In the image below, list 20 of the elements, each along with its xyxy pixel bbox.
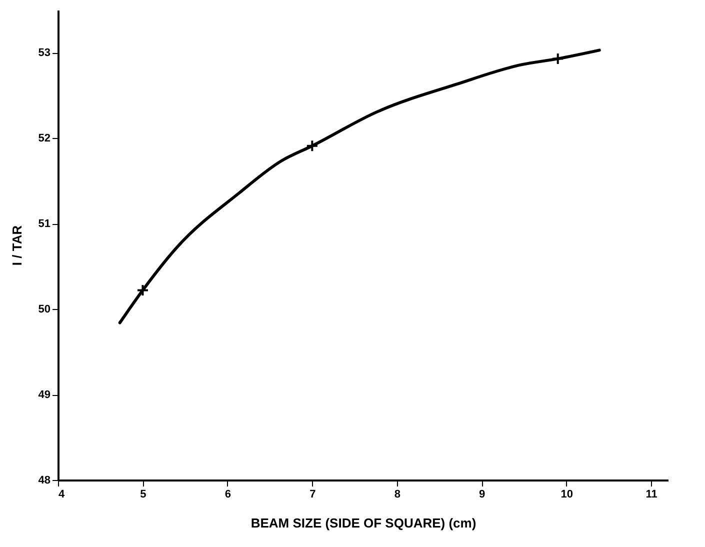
x-tick-label: 7 <box>310 488 316 500</box>
point <box>552 52 564 65</box>
y-tick-label: 53 <box>38 47 50 60</box>
x-tick-label: 5 <box>140 488 146 500</box>
x-tick-label: 8 <box>394 488 400 500</box>
y-tick-label: 50 <box>38 304 50 316</box>
point <box>136 284 149 297</box>
x-tick-label: 6 <box>224 488 232 500</box>
y-tick-label: 49 <box>38 389 50 402</box>
y-axis-title: I / TAR <box>9 224 24 266</box>
y-tick-label: 51 <box>38 218 50 230</box>
line-series <box>118 48 601 324</box>
x-tick-label: 4 <box>58 488 66 500</box>
x-tick-label: 11 <box>646 488 658 500</box>
y-tick-label: 52 <box>38 132 50 145</box>
point <box>306 140 318 152</box>
x-tick-label: 9 <box>479 488 486 500</box>
y-tick-label: 48 <box>38 474 50 486</box>
x-axis-title: BEAM SIZE (SIDE OF SQUARE) (cm) <box>250 516 476 530</box>
x-tick-label: 10 <box>560 488 573 500</box>
